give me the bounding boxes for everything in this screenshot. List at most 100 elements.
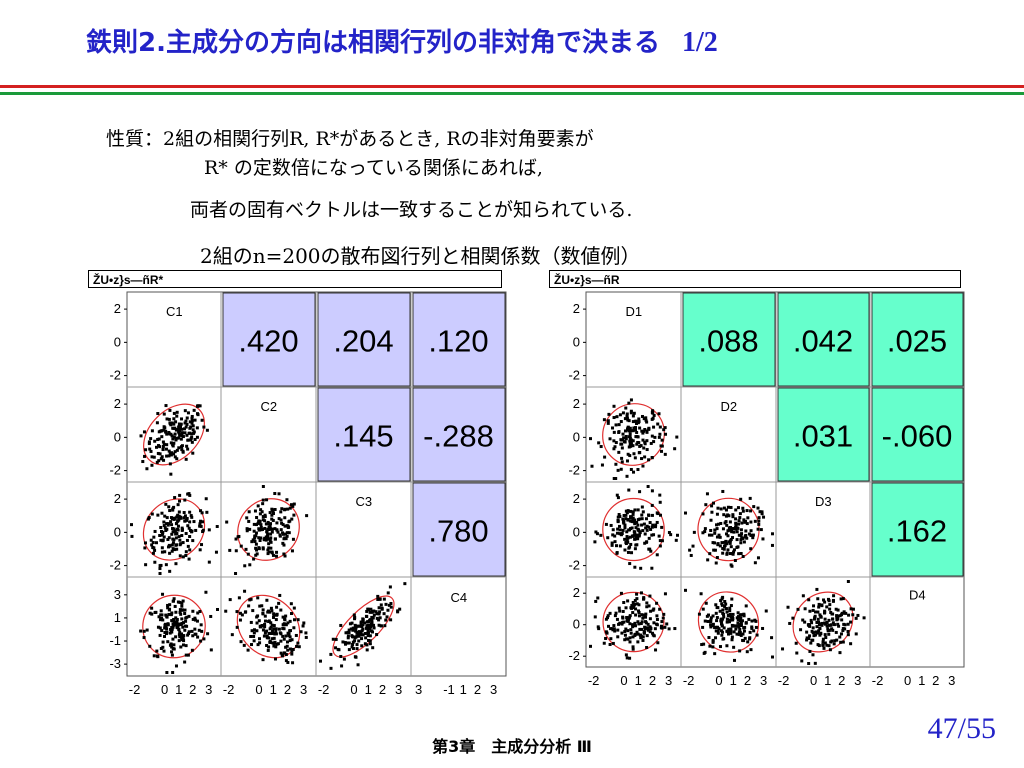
data-point <box>158 533 162 537</box>
data-point <box>734 508 738 512</box>
data-point <box>803 607 807 611</box>
data-point <box>641 431 645 435</box>
data-point <box>813 616 817 620</box>
data-point <box>190 416 194 420</box>
data-point <box>277 627 281 631</box>
data-point <box>736 621 740 625</box>
data-point <box>187 557 191 561</box>
data-point <box>188 510 192 514</box>
data-point <box>646 628 650 632</box>
data-point <box>355 631 359 635</box>
data-point <box>286 507 290 511</box>
data-point <box>331 637 335 641</box>
matrix-frame <box>585 291 965 668</box>
data-point <box>633 419 637 423</box>
data-point <box>235 610 239 614</box>
data-point <box>249 634 253 638</box>
data-point <box>633 621 637 625</box>
data-point <box>736 611 740 615</box>
data-point <box>340 664 344 668</box>
data-point <box>165 630 169 634</box>
data-point <box>613 534 617 538</box>
data-point <box>713 528 717 532</box>
data-point <box>377 623 381 627</box>
data-point <box>652 440 656 444</box>
data-point <box>716 543 720 547</box>
data-point <box>162 535 166 539</box>
x-tick-label: 1 <box>635 673 642 688</box>
data-point <box>729 505 733 509</box>
data-point <box>360 644 364 648</box>
data-point <box>631 611 635 615</box>
data-point <box>372 623 376 627</box>
data-point <box>606 421 610 425</box>
data-point <box>273 631 277 635</box>
data-point <box>711 541 715 545</box>
data-point <box>810 629 814 633</box>
data-point <box>251 609 255 613</box>
data-point <box>377 606 381 610</box>
data-point <box>626 637 630 641</box>
data-point <box>262 634 266 638</box>
data-point <box>831 617 835 621</box>
data-point <box>817 605 821 609</box>
data-point <box>182 427 186 431</box>
data-point <box>650 434 654 438</box>
data-point <box>635 520 639 524</box>
data-point <box>174 543 178 547</box>
data-point <box>629 398 633 402</box>
data-point <box>153 560 157 564</box>
data-point <box>255 629 259 633</box>
data-point <box>731 513 735 517</box>
data-point <box>633 602 637 606</box>
data-point <box>623 526 627 530</box>
data-point <box>721 608 725 612</box>
data-point <box>650 456 654 460</box>
data-point <box>193 437 197 441</box>
data-point <box>274 629 278 633</box>
data-point <box>152 455 156 459</box>
data-point <box>202 425 206 429</box>
data-point <box>620 631 624 635</box>
data-point <box>662 612 666 616</box>
data-point <box>168 462 172 466</box>
data-point <box>366 631 370 635</box>
data-point <box>732 530 736 534</box>
data-point <box>261 611 265 615</box>
data-point <box>186 438 190 442</box>
data-point <box>172 417 176 421</box>
data-point <box>625 459 629 463</box>
data-point <box>739 533 743 537</box>
data-point <box>230 633 234 637</box>
data-point <box>640 627 644 631</box>
data-point <box>171 622 175 626</box>
data-point <box>854 632 858 636</box>
data-point <box>616 635 620 639</box>
data-point <box>242 643 246 647</box>
data-point <box>284 532 288 536</box>
data-point <box>166 545 170 549</box>
data-point <box>748 630 752 634</box>
data-point <box>249 620 253 624</box>
data-point <box>701 625 705 629</box>
data-point <box>734 526 738 530</box>
data-point <box>822 598 826 602</box>
data-point <box>334 637 338 641</box>
data-point <box>731 536 735 540</box>
data-point <box>158 452 162 456</box>
data-point <box>612 416 616 420</box>
data-point <box>823 600 827 604</box>
data-point <box>704 601 708 605</box>
data-point <box>616 527 620 531</box>
data-point <box>271 553 275 557</box>
data-point <box>269 631 273 635</box>
data-point <box>823 609 827 613</box>
data-point <box>635 430 639 434</box>
data-point <box>194 528 198 532</box>
data-point <box>268 524 272 528</box>
data-point <box>604 522 608 526</box>
data-point <box>183 498 187 502</box>
data-point <box>627 401 631 405</box>
data-point <box>285 498 289 502</box>
